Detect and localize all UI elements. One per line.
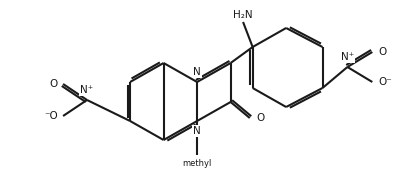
Text: N: N: [193, 126, 201, 136]
Text: ⁻O: ⁻O: [44, 111, 58, 121]
Text: N⁺: N⁺: [80, 85, 94, 95]
Text: O: O: [378, 47, 387, 57]
Text: N: N: [193, 67, 201, 77]
Text: H₂N: H₂N: [233, 10, 253, 20]
Text: O⁻: O⁻: [378, 77, 392, 87]
Text: N⁺: N⁺: [341, 52, 354, 62]
Text: O: O: [257, 113, 265, 123]
Text: O: O: [49, 79, 57, 89]
Text: methyl: methyl: [182, 159, 212, 168]
